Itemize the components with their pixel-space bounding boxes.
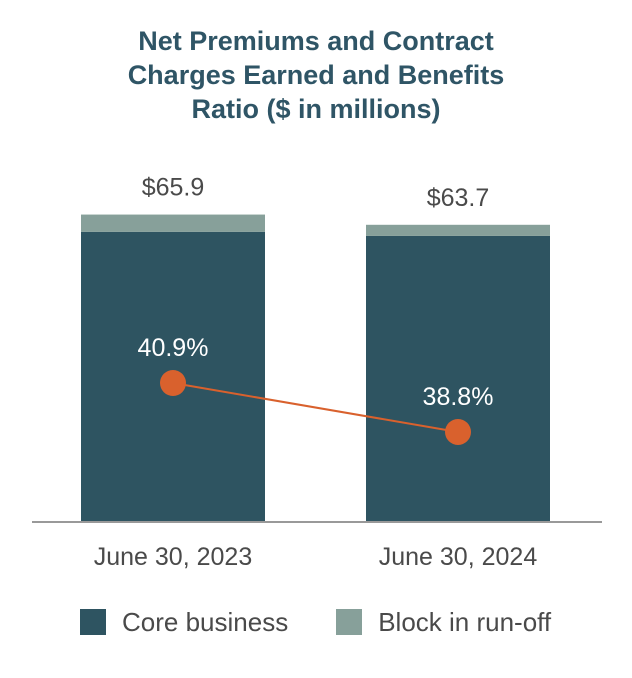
- ratio-point-2: [445, 418, 471, 445]
- chart-title-line-3: Ratio ($ in millions): [191, 94, 441, 124]
- x-tick-label-1: June 30, 2023: [94, 543, 252, 571]
- legend-label-core: Core business: [122, 606, 289, 637]
- legend-item-core: Core business: [80, 607, 288, 638]
- legend-label-runoff: Block in run-off: [378, 606, 552, 637]
- chart-plot: $65.9 June 30, 2023 $63.7 June 30, 2024 40.9…: [32, 174, 602, 571]
- chart-title-line-2: Charges Earned and Benefits: [127, 60, 505, 90]
- total-label-1: $65.9: [142, 174, 205, 202]
- ratio-line: [172, 382, 459, 433]
- x-tick-label-2: June 30, 2024: [379, 543, 538, 571]
- ratio-label-1: 40.9%: [138, 334, 209, 362]
- ratio-point-1: [160, 370, 186, 396]
- ratio-label-2: 38.8%: [423, 383, 494, 411]
- legend-swatch-runoff: [336, 609, 363, 635]
- bar-runoff-1: [81, 214, 265, 232]
- legend-swatch-core: [80, 609, 106, 635]
- chart-title: Net Premiums and Contract Charges Earned…: [0, 24, 632, 126]
- bar-core-2: [366, 235, 550, 521]
- bar-runoff-2: [366, 224, 550, 236]
- legend-item-runoff: Block in run-off: [336, 607, 551, 638]
- legend: Core business Block in run-off: [80, 604, 599, 640]
- chart-title-line-1: Net Premiums and Contract: [138, 26, 494, 56]
- total-label-2: $63.7: [427, 184, 490, 212]
